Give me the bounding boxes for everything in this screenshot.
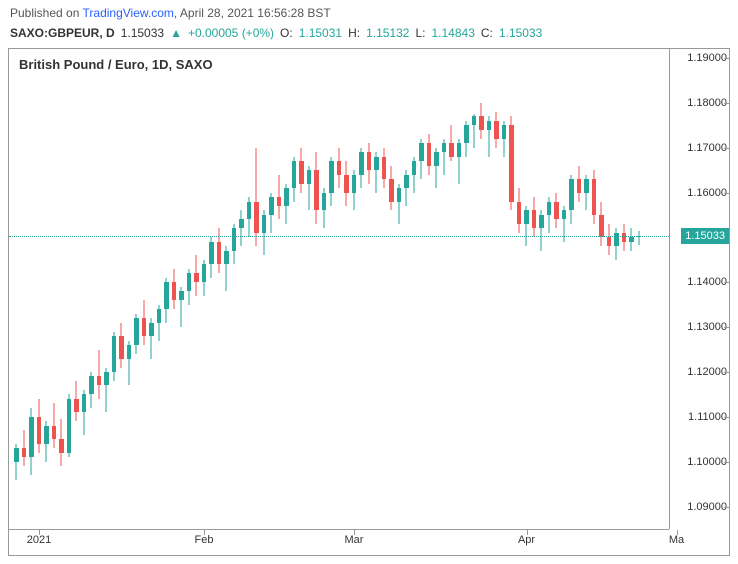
low-label: L: bbox=[415, 26, 425, 40]
y-axis-label: 1.17000 bbox=[687, 142, 727, 154]
x-axis-label: Ma bbox=[669, 534, 684, 546]
high-value: 1.15132 bbox=[366, 26, 409, 40]
chart-plot-area[interactable] bbox=[9, 49, 669, 529]
x-axis-label: Feb bbox=[195, 534, 214, 546]
current-price-line bbox=[9, 236, 669, 237]
symbol-label: SAXO:GBPEUR, D bbox=[10, 26, 115, 40]
publish-header: Published on TradingView.com, April 28, … bbox=[0, 0, 738, 24]
last-price: 1.15033 bbox=[121, 26, 164, 40]
y-axis-label: 1.18000 bbox=[687, 97, 727, 109]
low-value: 1.14843 bbox=[432, 26, 475, 40]
y-axis-label: 1.09000 bbox=[687, 501, 727, 513]
published-prefix: Published on bbox=[10, 6, 83, 20]
close-label: C: bbox=[481, 26, 493, 40]
up-arrow-icon: ▲ bbox=[170, 26, 182, 40]
y-axis: 1.09000 1.10000 1.11000 1.12000 1.13000 1.140… bbox=[669, 49, 729, 529]
x-axis-label: Mar bbox=[345, 534, 364, 546]
open-label: O: bbox=[280, 26, 293, 40]
y-axis-label: 1.14000 bbox=[687, 276, 727, 288]
current-price-tag: 1.15033 bbox=[681, 228, 729, 244]
y-axis-label: 1.11000 bbox=[688, 411, 727, 423]
y-axis-label: 1.13000 bbox=[687, 321, 727, 333]
open-value: 1.15031 bbox=[299, 26, 342, 40]
x-axis: 2021FebMarAprMa bbox=[9, 529, 669, 555]
close-value: 1.15033 bbox=[499, 26, 542, 40]
y-axis-label: 1.19000 bbox=[687, 52, 727, 64]
publish-datetime: , April 28, 2021 16:56:28 BST bbox=[174, 6, 331, 20]
chart-title: British Pound / Euro, 1D, SAXO bbox=[19, 57, 213, 72]
publish-site[interactable]: TradingView.com bbox=[83, 6, 174, 20]
y-axis-label: 1.12000 bbox=[687, 366, 727, 378]
chart-container[interactable]: British Pound / Euro, 1D, SAXO 1.090001.… bbox=[8, 48, 730, 556]
change-value: +0.00005 (+0%) bbox=[188, 26, 274, 40]
ohlc-bar: SAXO:GBPEUR, D 1.15033 ▲ +0.00005 (+0%) … bbox=[0, 24, 738, 46]
y-axis-label: 1.10000 bbox=[687, 456, 727, 468]
high-label: H: bbox=[348, 26, 360, 40]
x-axis-label: Apr bbox=[518, 534, 535, 546]
x-axis-label: 2021 bbox=[27, 534, 51, 546]
y-axis-label: 1.16000 bbox=[687, 187, 727, 199]
